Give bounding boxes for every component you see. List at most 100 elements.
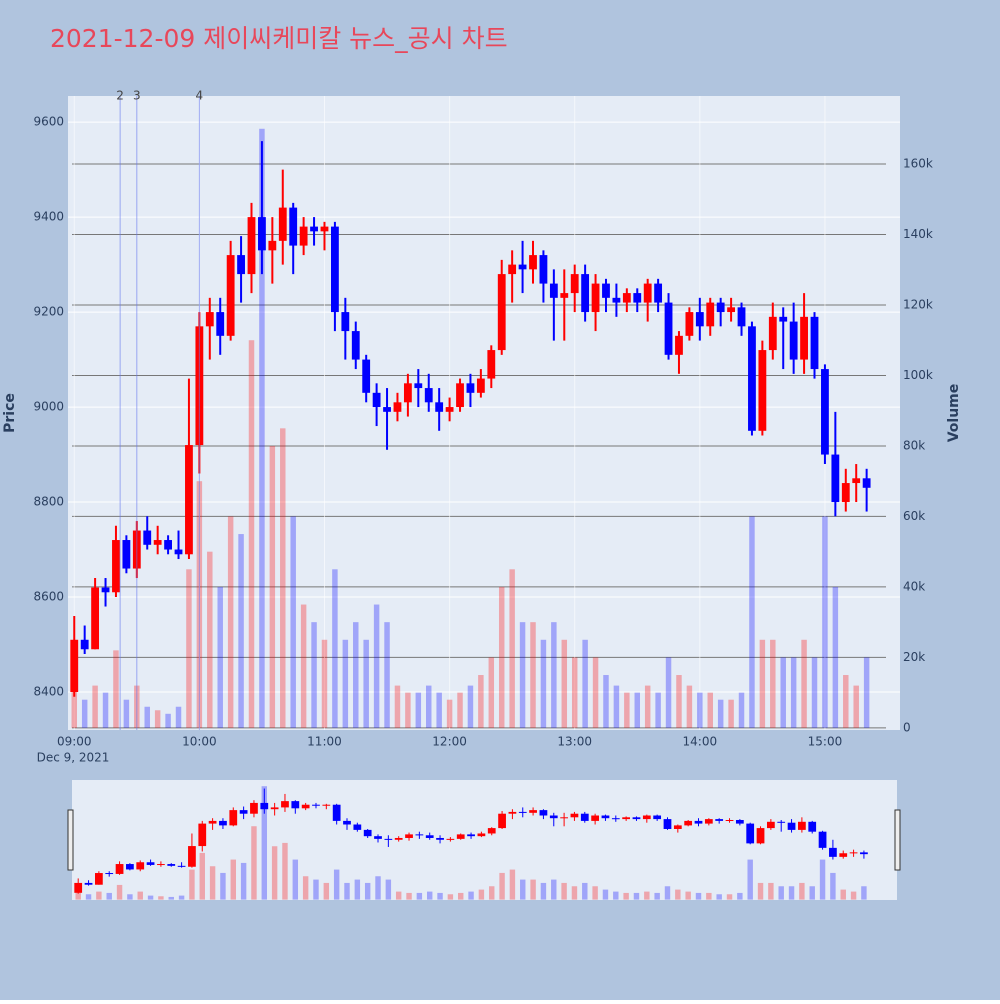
candle-body	[122, 540, 131, 569]
x-tick-label: 10:00	[182, 735, 217, 749]
mini-candle-body	[374, 836, 382, 839]
mini-volume-bar	[137, 891, 143, 900]
mini-candle-body	[766, 821, 775, 829]
candle-body	[560, 293, 569, 298]
range-handle[interactable]	[67, 809, 74, 871]
mini-candle-body	[539, 810, 548, 816]
mini-volume-bar	[447, 894, 454, 900]
mini-candle-body	[756, 828, 765, 844]
candle-body	[664, 302, 673, 355]
mini-candle-body	[343, 820, 351, 825]
candle-body	[112, 540, 120, 593]
candle-body	[466, 383, 475, 393]
volume-bar	[811, 657, 818, 728]
candle-body	[268, 240, 277, 251]
mini-volume-bar	[644, 891, 650, 900]
chart-title: 2021-12-09 제이씨케미칼 뉴스_공시 차트	[50, 24, 508, 53]
mini-volume-bar	[230, 859, 236, 900]
y-tick-label: 9600	[33, 115, 64, 129]
mini-candle-body	[663, 819, 672, 829]
mini-candle-body	[860, 852, 868, 855]
candle-body	[737, 307, 746, 327]
mini-candle-body	[549, 815, 558, 819]
mini-volume-bar	[582, 882, 588, 900]
candle-body	[529, 255, 537, 270]
volume-bar	[217, 586, 223, 728]
volume-bar	[436, 692, 442, 728]
volume-bar	[311, 622, 317, 728]
mini-volume-bar	[354, 879, 361, 900]
volume-bar	[592, 657, 599, 728]
volume-bar	[790, 657, 797, 728]
volume-bar	[467, 685, 474, 728]
volume-bar	[863, 657, 870, 728]
candle-body	[622, 293, 631, 303]
mini-candle-body	[746, 823, 755, 844]
y2-tick-label: 80k	[903, 438, 925, 452]
y-tick-label: 8600	[33, 590, 64, 604]
volume-bar	[540, 639, 547, 728]
y2-tick-label: 0	[903, 720, 911, 734]
candle-body	[487, 350, 496, 379]
volume-bar	[446, 699, 453, 728]
volume-bar	[186, 569, 192, 728]
mini-volume-bar	[458, 892, 464, 900]
candle-body	[216, 312, 225, 336]
candle-body	[654, 283, 663, 303]
volume-bar	[123, 699, 130, 728]
mini-volume-bar	[850, 891, 857, 900]
y-tick-label: 9400	[33, 210, 64, 224]
mini-candle-body	[198, 823, 207, 847]
volume-bar	[405, 692, 411, 728]
mini-volume-bar	[333, 869, 340, 900]
mini-candle-body	[560, 817, 568, 819]
candle-body	[310, 226, 318, 232]
mini-candle-body	[798, 821, 806, 830]
mini-candle-body	[126, 864, 134, 870]
volume-bar	[738, 692, 745, 728]
y-tick-label: 8800	[33, 495, 64, 509]
volume-bar	[300, 604, 307, 728]
volume-bar	[102, 692, 109, 728]
mini-volume-bar	[437, 892, 443, 900]
mini-volume-bar	[695, 892, 702, 900]
candle-body	[497, 274, 506, 351]
mini-candle-body	[332, 804, 341, 821]
plot-area	[68, 96, 900, 730]
volume-bar	[697, 692, 703, 728]
range-handle[interactable]	[894, 809, 901, 871]
mini-volume-bar	[778, 886, 784, 900]
candle-body	[247, 217, 256, 275]
mini-candle-body	[384, 838, 393, 840]
mini-candle-body	[467, 834, 475, 837]
candle-body	[821, 369, 829, 455]
candle-body	[91, 587, 100, 650]
candle-body	[362, 359, 371, 393]
mini-candle-body	[322, 804, 331, 806]
mini-volume-bar	[520, 879, 526, 900]
volume-bar	[728, 699, 734, 728]
mini-candle-body	[167, 864, 176, 866]
candle-body	[237, 255, 245, 275]
candle-body	[456, 383, 464, 408]
candle-body	[758, 350, 767, 431]
mini-candle-body	[188, 846, 196, 867]
volume-bar	[582, 639, 588, 728]
candle-body	[289, 207, 298, 246]
volume-bar	[530, 622, 536, 728]
candle-body	[716, 302, 725, 313]
mini-candle-body	[260, 802, 269, 810]
mini-volume-bar	[747, 859, 753, 900]
mini-candle-body	[239, 810, 248, 814]
mini-volume-bar	[861, 886, 867, 900]
range-slider[interactable]	[72, 780, 897, 900]
mini-candle-body	[146, 862, 155, 865]
candle-body	[518, 264, 527, 270]
mini-volume-bar	[685, 891, 691, 900]
mini-candle-body	[229, 810, 238, 826]
mini-volume-bar	[426, 891, 433, 900]
candle-body	[862, 478, 871, 488]
volume-bar	[154, 710, 161, 728]
volume-bar	[624, 692, 630, 728]
mini-candle-body	[653, 815, 662, 820]
